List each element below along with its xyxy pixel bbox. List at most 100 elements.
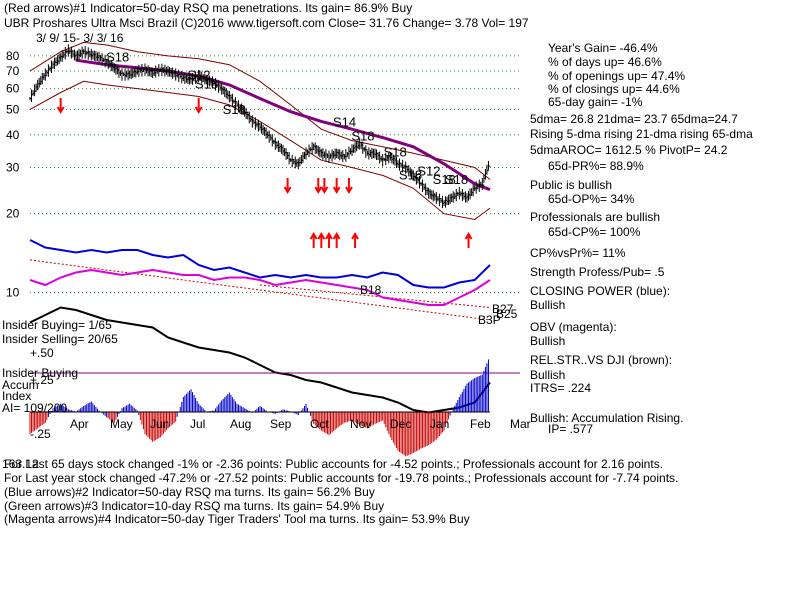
y-tick-label: 20: [6, 207, 20, 221]
ai-label: AI= 109/200: [2, 401, 67, 415]
month-label: Jun: [150, 417, 169, 431]
signal-label: S18: [445, 172, 468, 187]
stat-dma: 5dma= 26.8 21dma= 23.7 65dma=24.7: [530, 112, 738, 126]
stat-aroc: 5dmaAROC= 1612.5 % PivotP= 24.2: [530, 143, 728, 157]
y-tick-label: 60: [6, 82, 20, 96]
month-label: Jul: [190, 417, 205, 431]
signal-label: S18: [351, 129, 374, 144]
insider-buying-ratio: Insider Buying= 1/65: [2, 318, 112, 332]
lower-band-line: [29, 80, 491, 221]
footer-line5: (Magenta arrows)#4 Indicator=50-day Tige…: [4, 512, 470, 526]
signal-label: S18: [106, 50, 129, 65]
stat-closings-up: % of closings up= 44.6%: [548, 82, 680, 96]
red-arrow-head: [464, 232, 473, 240]
grid-lines: [30, 55, 520, 294]
stat-op: 65d-OP%= 34%: [548, 192, 635, 206]
stat-relstr: REL.STR..VS DJI (brown):: [530, 353, 672, 367]
footer-line4: (Green arrows)#3 Indicator=10-day RSQ ma…: [4, 499, 384, 513]
signal-label: S12: [417, 163, 440, 178]
stat-cpvspr: CP%vsPr%= 11%: [530, 246, 626, 260]
accum-tick-label: +.50: [30, 346, 54, 360]
footer-left-code: 163.12: [2, 457, 39, 471]
y-tick-label: 70: [6, 64, 20, 78]
signal-label: S18: [223, 102, 246, 117]
red-arrow-head: [194, 106, 203, 114]
footer: 163.12 For Last 65 days stock changed -1…: [2, 457, 678, 526]
accum-label: Accum: [2, 378, 39, 392]
stats-panel: Year's Gain= -46.4% % of days up= 46.6% …: [530, 41, 753, 436]
header-line2: UBR Proshares Ultra Msci Brazil (C)2016 …: [4, 16, 529, 30]
obv-trend-dotted: [259, 284, 491, 308]
signal-label: S18: [384, 145, 407, 160]
stat-cp-bullish: Bullish: [530, 298, 565, 312]
red-arrow-head: [345, 186, 353, 194]
stat-itrs: ITRS= .224: [530, 381, 591, 395]
month-label: Aug: [230, 417, 251, 431]
insider-buying-label: Insider Buying: [2, 366, 78, 380]
footer-line1: For Last 65 days stock changed -1% or -2…: [4, 457, 663, 471]
stat-obv-bullish: Bullish: [530, 334, 565, 348]
red-arrow-head: [309, 232, 318, 240]
stat-65day-gain: 65-day gain= -1%: [548, 95, 643, 109]
stat-public-bullish: Public is bullish: [530, 178, 612, 192]
insider-selling-ratio: Insider Selling= 20/65: [2, 332, 118, 346]
month-label: May: [110, 417, 133, 431]
stat-strength: Strength Profess/Pub= .5: [530, 265, 665, 279]
y-tick-label: 10: [6, 286, 20, 300]
red-arrow-head: [332, 232, 341, 240]
signal-label: S18: [195, 77, 218, 92]
indicator-signal-label: B27: [492, 302, 514, 316]
y-tick-label: 80: [6, 49, 20, 63]
cp-trend-dotted: [29, 259, 491, 321]
month-label: Feb: [470, 417, 491, 431]
stat-cp: 65d-CP%= 100%: [548, 225, 641, 239]
red-arrow-head: [314, 186, 323, 194]
date-range: 3/ 9/ 15- 3/ 3/ 16: [36, 31, 124, 45]
y-tick-label: 30: [6, 161, 20, 175]
month-labels: Apr May Jun Jul Aug Sep Oct Nov Dec Jan Feb Mar: [70, 417, 531, 431]
red-arrow-head: [283, 186, 292, 194]
signal-label: S14: [333, 115, 356, 130]
relative-strength-line: [29, 306, 491, 414]
month-label: Jan: [430, 417, 449, 431]
stat-rising: Rising 5-dma rising 21-dma rising 65-dma: [530, 127, 753, 141]
stat-years-gain: Year's Gain= -46.4%: [548, 41, 658, 55]
month-label: Sep: [270, 417, 292, 431]
stat-obv: OBV (magenta):: [530, 320, 617, 334]
index-label: Index: [2, 389, 31, 403]
indicator-signal-label: B25: [496, 307, 518, 321]
signal-label: S18: [433, 172, 456, 187]
obv-line: [29, 268, 491, 306]
red-arrow-head: [351, 232, 359, 240]
footer-line2: For Last year stock changed -47.2% or -2…: [4, 471, 678, 485]
red-arrow-head: [320, 186, 329, 194]
upper-band-line: [29, 41, 491, 180]
indicator-signal-label: B3P: [478, 313, 501, 327]
footer-line3: (Blue arrows)#2 Indicator=50-day RSQ ma …: [4, 485, 375, 499]
month-label: Nov: [350, 417, 371, 431]
stat-accum-rising: Bullish: Accumulation Rising.: [530, 411, 683, 425]
closing-power-line: [29, 239, 491, 289]
red-arrow-head: [325, 232, 333, 240]
indicator-signal-label: B18: [360, 283, 382, 297]
red-arrow-head: [332, 186, 341, 194]
series-layer: [29, 41, 520, 457]
stat-professionals: Professionals are bullish: [530, 210, 660, 224]
month-label: Mar: [510, 417, 531, 431]
stat-closing-power: CLOSING POWER (blue):: [530, 284, 670, 298]
month-label: Oct: [310, 417, 329, 431]
y-tick-label: 40: [6, 128, 20, 142]
stat-days-up: % of days up= 46.6%: [548, 55, 662, 69]
red-arrow-head: [317, 232, 326, 240]
ma65-line: [75, 58, 491, 192]
stat-ip: IP= .577: [548, 422, 593, 436]
signal-label: S18: [399, 168, 422, 183]
accum-tick-labels: +.50 +.25 -.25: [30, 346, 54, 441]
y-tick-label: 50: [6, 102, 20, 116]
accum-tick-label: -.25: [30, 427, 51, 441]
stat-relstr-bullish: Bullish: [530, 368, 565, 382]
stat-pr: 65d-PR%= 88.9%: [548, 159, 644, 173]
signal-label: S12: [187, 67, 210, 82]
